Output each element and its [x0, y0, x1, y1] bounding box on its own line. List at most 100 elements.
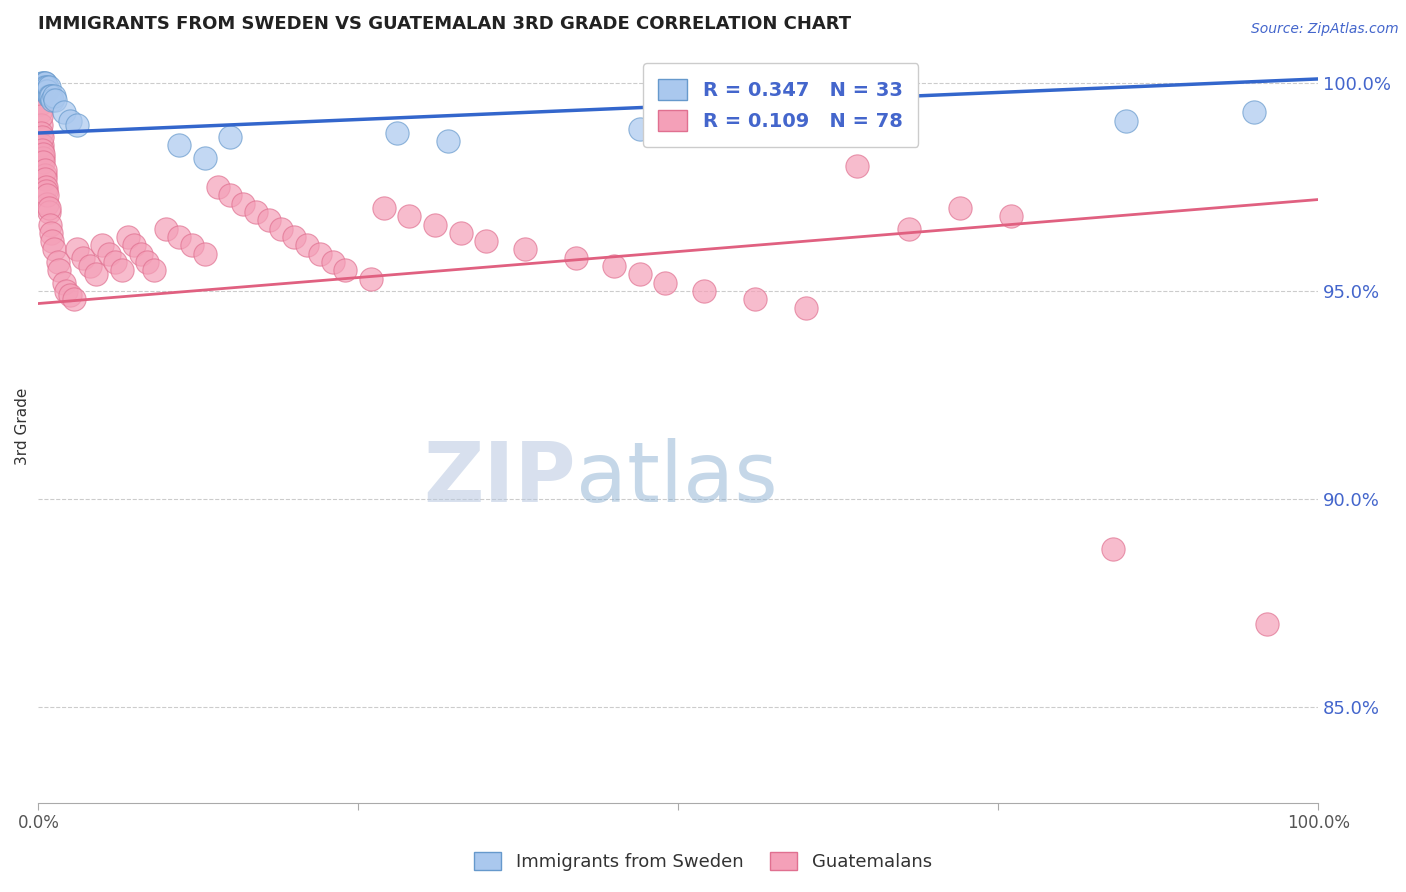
- Point: [31, 76, 53, 90]
- Point: [360, 271, 382, 285]
- Point: [30, 118, 52, 132]
- Text: atlas: atlas: [576, 438, 778, 519]
- Point: [423, 218, 446, 232]
- Point: [37, 84, 59, 98]
- Point: [136, 255, 159, 269]
- Y-axis label: 3rd Grade: 3rd Grade: [15, 387, 30, 465]
- Text: IMMIGRANTS FROM SWEDEN VS GUATEMALAN 3RD GRADE CORRELATION CHART: IMMIGRANTS FROM SWEDEN VS GUATEMALAN 3RD…: [38, 15, 852, 33]
- Point: [34, 163, 56, 178]
- Point: [283, 230, 305, 244]
- Point: [84, 268, 107, 282]
- Point: [219, 188, 242, 202]
- Point: [72, 251, 94, 265]
- Text: ZIP: ZIP: [423, 438, 576, 519]
- Point: [322, 255, 344, 269]
- Point: [34, 168, 56, 182]
- Point: [628, 268, 651, 282]
- Point: [142, 263, 165, 277]
- Point: [79, 259, 101, 273]
- Point: [59, 288, 82, 302]
- Point: [846, 159, 869, 173]
- Point: [41, 234, 63, 248]
- Point: [654, 276, 676, 290]
- Point: [1102, 541, 1125, 556]
- Point: [30, 80, 52, 95]
- Point: [39, 226, 62, 240]
- Point: [794, 301, 817, 315]
- Point: [180, 238, 202, 252]
- Point: [31, 138, 53, 153]
- Point: [124, 238, 146, 252]
- Point: [1000, 209, 1022, 223]
- Point: [207, 180, 229, 194]
- Point: [38, 218, 60, 232]
- Point: [373, 201, 395, 215]
- Point: [194, 151, 217, 165]
- Point: [35, 180, 58, 194]
- Point: [219, 130, 242, 145]
- Point: [398, 209, 420, 223]
- Point: [52, 105, 75, 120]
- Point: [872, 118, 894, 132]
- Point: [257, 213, 280, 227]
- Point: [31, 130, 53, 145]
- Point: [38, 88, 60, 103]
- Legend: R = 0.347   N = 33, R = 0.109   N = 78: R = 0.347 N = 33, R = 0.109 N = 78: [643, 63, 918, 146]
- Point: [38, 205, 60, 219]
- Point: [37, 80, 59, 95]
- Point: [744, 293, 766, 307]
- Point: [34, 80, 56, 95]
- Point: [693, 126, 716, 140]
- Point: [34, 76, 56, 90]
- Point: [309, 246, 332, 260]
- Point: [63, 293, 86, 307]
- Point: [1243, 105, 1265, 120]
- Legend: Immigrants from Sweden, Guatemalans: Immigrants from Sweden, Guatemalans: [467, 845, 939, 879]
- Point: [117, 230, 139, 244]
- Point: [949, 201, 972, 215]
- Point: [335, 263, 357, 277]
- Point: [38, 201, 60, 215]
- Point: [167, 138, 190, 153]
- Point: [104, 255, 127, 269]
- Point: [32, 80, 55, 95]
- Point: [42, 243, 65, 257]
- Point: [194, 246, 217, 260]
- Point: [32, 151, 55, 165]
- Point: [295, 238, 318, 252]
- Point: [30, 109, 52, 123]
- Point: [35, 84, 58, 98]
- Point: [513, 243, 536, 257]
- Point: [55, 284, 77, 298]
- Point: [693, 284, 716, 298]
- Point: [628, 121, 651, 136]
- Point: [565, 251, 588, 265]
- Point: [32, 155, 55, 169]
- Point: [437, 134, 460, 148]
- Point: [897, 221, 920, 235]
- Point: [52, 276, 75, 290]
- Point: [59, 113, 82, 128]
- Point: [35, 84, 58, 98]
- Point: [475, 234, 498, 248]
- Point: [38, 80, 60, 95]
- Point: [44, 93, 66, 107]
- Point: [155, 221, 177, 235]
- Point: [1115, 113, 1137, 128]
- Point: [603, 259, 626, 273]
- Point: [39, 88, 62, 103]
- Point: [167, 230, 190, 244]
- Point: [110, 263, 132, 277]
- Point: [42, 88, 65, 103]
- Point: [41, 93, 63, 107]
- Point: [91, 238, 114, 252]
- Point: [32, 76, 55, 90]
- Point: [32, 146, 55, 161]
- Point: [28, 80, 51, 95]
- Point: [28, 96, 51, 111]
- Point: [385, 126, 408, 140]
- Point: [34, 171, 56, 186]
- Point: [30, 126, 52, 140]
- Point: [34, 76, 56, 90]
- Point: [270, 221, 292, 235]
